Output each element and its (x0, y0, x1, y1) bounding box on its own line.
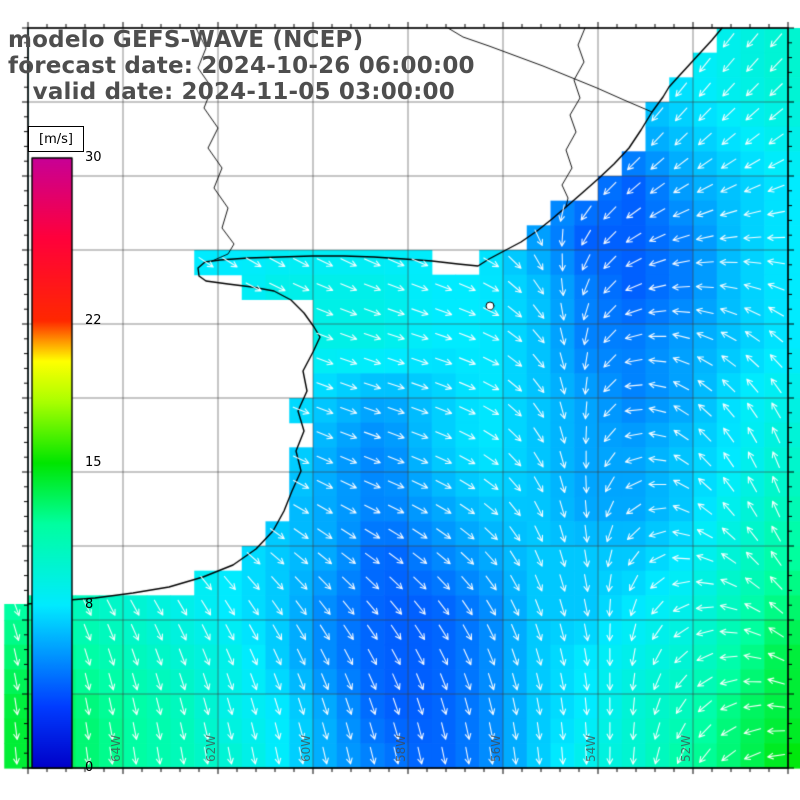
colorbar-tick-label: 22 (85, 312, 102, 328)
lon-label: 60W (299, 734, 313, 762)
colorbar-tick-label: 8 (85, 597, 94, 613)
lon-label: 58W (394, 734, 408, 762)
colorbar-tick-label: 30 (85, 150, 102, 165)
lon-label: 54W (584, 734, 598, 762)
colorbar-tick-label: 0 (85, 760, 94, 775)
valid-date-line: valid date: 2024-11-05 03:00:00 (8, 79, 455, 105)
lon-label: 52W (679, 734, 693, 762)
lon-label: 64W (109, 734, 123, 762)
colorbar-units-label: [m/s] (28, 126, 84, 152)
forecast-date-line: forecast date: 2024-10-26 06:00:00 (8, 53, 475, 79)
model-title: modelo GEFS-WAVE (NCEP) (8, 27, 364, 53)
colorbar-tick-label: 15 (85, 455, 102, 470)
lon-label: 56W (489, 734, 503, 762)
lon-label: 62W (204, 734, 218, 762)
